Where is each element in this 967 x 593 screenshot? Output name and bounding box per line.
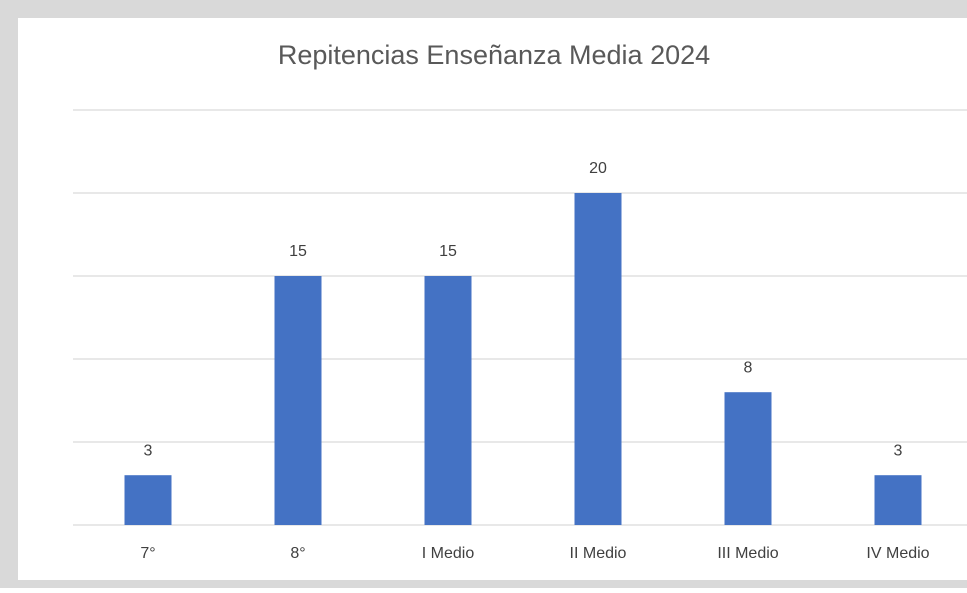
x-tick-label: III Medio <box>717 545 778 562</box>
x-tick-label: 8° <box>290 545 305 562</box>
x-tick-label: 7° <box>140 545 155 562</box>
bar <box>574 193 622 525</box>
x-tick-label: II Medio <box>570 545 627 562</box>
bar <box>424 276 472 525</box>
bar <box>874 475 922 525</box>
data-label: 15 <box>439 243 457 260</box>
bar <box>124 475 172 525</box>
data-label: 15 <box>289 243 307 260</box>
bar <box>274 276 322 525</box>
data-label: 8 <box>744 359 753 376</box>
x-tick-label: IV Medio <box>866 545 929 562</box>
data-label: 3 <box>894 442 903 459</box>
chart-title: Repitencias Enseñanza Media 2024 <box>278 40 710 70</box>
x-tick-label: I Medio <box>422 545 475 562</box>
bar <box>724 392 772 525</box>
data-label: 20 <box>589 160 607 177</box>
data-label: 3 <box>144 442 153 459</box>
chart-area <box>18 18 967 580</box>
